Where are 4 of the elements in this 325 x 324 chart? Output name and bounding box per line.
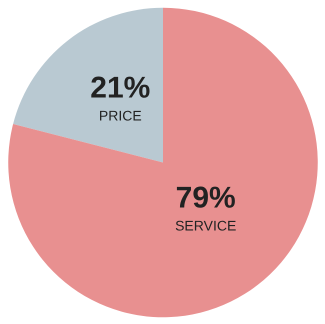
slice-label: SERVICE [175,217,236,234]
data-label: 21% [90,72,150,105]
slice-label: PRICE [98,108,142,124]
data-label: 79% [176,181,236,214]
